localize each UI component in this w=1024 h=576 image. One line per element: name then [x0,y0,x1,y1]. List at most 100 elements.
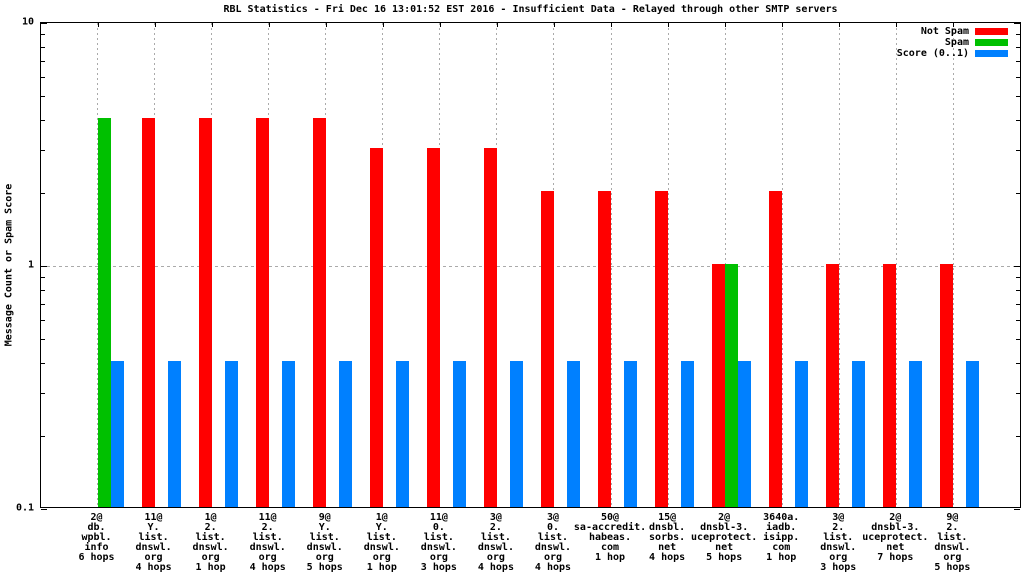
x-tick-label: 9@ Y. list. dnswl. org 5 hops [285,513,365,573]
y-tick [1016,192,1020,194]
x-tick-label: 11@ 0. list. dnswl. org 3 hops [399,513,479,573]
y-tick [1016,362,1020,364]
x-tick-label-line: 1@ [204,512,217,523]
y-tick [1016,34,1020,36]
y-gridline [41,266,1020,267]
x-gridline [610,23,612,507]
x-tick-label-line: sorbs. [649,532,686,543]
bar-not-spam [255,117,269,507]
y-tick [41,119,45,121]
x-tick-label-line: net [658,542,677,553]
x-tick [325,23,327,27]
x-tick-label: 11@ Y. list. dnswl. org 4 hops [114,513,194,573]
x-tick-label-line: dnswl. [820,542,857,553]
x-tick-label-line: 3640a. [763,512,800,523]
x-tick [668,23,670,27]
x-tick [382,23,384,27]
x-tick-label-line: dnsbl-3. [700,522,749,533]
x-tick-label-line: Y. [147,522,160,533]
x-gridline [952,23,954,507]
x-tick-label-line: dnswl. [306,542,343,553]
x-tick-label-line: org [201,552,220,563]
bar-not-spam [883,264,897,507]
legend-label: Spam [944,37,969,48]
x-tick-label-line: 3@ [832,512,845,523]
x-tick-label-line: dnswl. [534,542,572,553]
y-tick [41,509,47,510]
x-tick-label-line: 3@ [546,512,559,523]
y-tick-label: 1 [27,259,34,271]
x-tick-label-line: 9@ [318,512,331,523]
x-tick-label-line: net [886,542,905,553]
x-tick-label-line: 2. [832,522,845,533]
y-tick [1016,393,1020,395]
bar-not-spam [369,148,383,507]
y-tick [1016,435,1020,437]
bar-score [681,360,695,507]
bar-score [852,360,866,507]
y-tick [41,289,45,291]
x-tick-label-line: 2@ [889,512,902,523]
legend-label: Score (0..1) [896,48,969,59]
x-tick-label-line: habeas. [588,532,632,543]
x-tick-label-line: list. [252,532,283,543]
x-tick-label: 2@ db. wpbl. info 6 hops [57,513,137,563]
x-tick-label-line: 1 hop [594,552,626,563]
x-tick-label-line: sa-accredit. [573,522,647,533]
x-tick-label-line: org [486,552,505,563]
x-gridline [154,23,156,507]
bar-score [566,360,580,507]
x-tick-label-line: 50@ [601,512,620,523]
legend-item: Score (0..1) [897,48,1008,59]
x-tick-label: 1@ Y. list. dnswl. org 1 hop [342,513,422,573]
bar-score [338,360,352,507]
x-tick [97,23,99,27]
bar-score [795,360,809,507]
x-tick [154,23,156,27]
x-tick-label-line: 4 hops [649,552,686,563]
x-tick-label-line: list. [480,532,511,543]
bar-score [224,360,238,507]
y-tick [41,339,45,341]
y-tick [41,393,45,395]
bar-not-spam [312,117,326,507]
bar-score [167,360,181,507]
x-tick-label-line: Y. [375,522,388,533]
legend-item: Spam [897,37,1008,48]
x-tick-label-line: 2. [489,522,502,533]
x-tick-label-line: dnswl. [420,542,457,553]
x-tick-label-line: 1@ [375,512,388,523]
x-tick-label-line: 4 hops [249,562,286,573]
legend-swatch-spam [975,39,1008,46]
x-tick-label-line: dnswl. [363,542,400,553]
y-tick [41,319,45,321]
bar-score [738,360,752,507]
x-tick-label-line: dnswl. [477,542,514,553]
y-tick [1016,119,1020,121]
x-tick [953,23,955,27]
x-tick-label-line: iadb. [766,522,797,533]
x-tick-label-line: list. [366,532,397,543]
bar-score [509,360,523,507]
x-tick-label-line: 2@ [718,512,731,523]
bar-score [966,360,980,507]
x-gridline [268,23,270,507]
x-tick-label-line: list. [309,532,340,543]
x-tick [439,23,441,27]
legend: Not Spam Spam Score (0..1) [897,26,1008,59]
bar-not-spam [826,264,840,507]
legend-item: Not Spam [897,26,1008,37]
y-tick [1016,150,1020,152]
x-gridline [439,23,441,507]
x-tick-label-line: 4 hops [135,562,172,573]
x-tick [611,23,613,27]
x-tick-label-line: list. [823,532,854,543]
x-tick [782,23,784,27]
x-gridline [667,23,669,507]
x-tick-label-line: 5 hops [934,562,971,573]
x-tick-label-line: list. [138,532,169,543]
x-gridline [781,23,783,507]
x-tick [839,23,841,27]
x-tick-label-line: 3 hops [820,562,857,573]
